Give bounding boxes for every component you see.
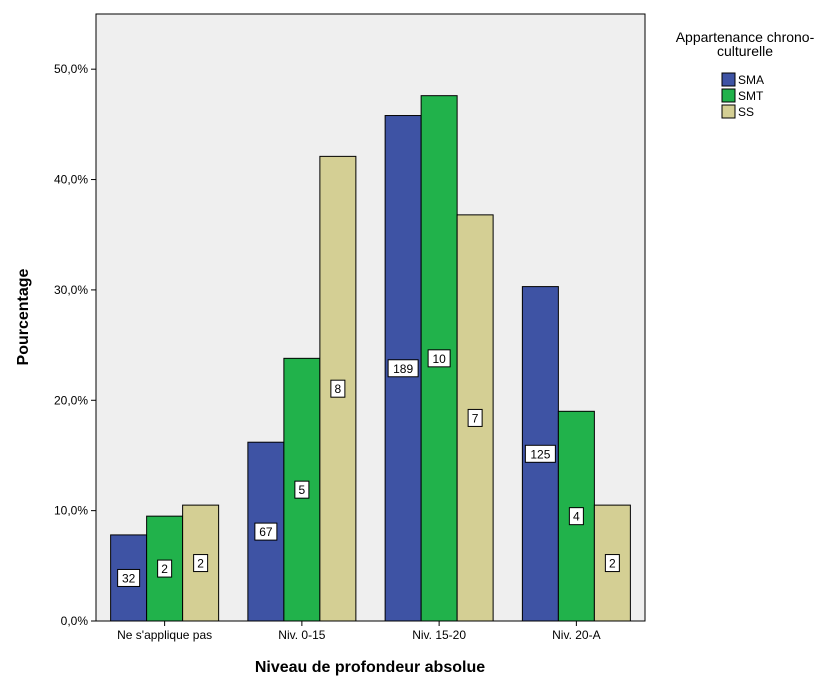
data-label: 8 (335, 382, 342, 396)
data-label: 5 (299, 483, 306, 497)
x-axis-title: Niveau de profondeur absolue (255, 659, 485, 676)
y-tick-label: 30,0% (54, 283, 88, 297)
x-tick-label: Niv. 0-15 (278, 628, 325, 642)
y-axis: 0,0% 10,0% 20,0% 30,0% 40,0% 50,0% (54, 62, 96, 628)
data-label: 7 (472, 411, 479, 425)
y-tick-label: 10,0% (54, 504, 88, 518)
data-label-box (157, 559, 173, 578)
data-label: 125 (530, 447, 550, 461)
data-label-box (524, 444, 556, 463)
data-label-box (193, 554, 209, 573)
data-label: 2 (161, 562, 168, 576)
data-label-box (568, 507, 584, 526)
bars: 32 2 2 67 5 8 189 10 7 125 4 2 (110, 95, 631, 622)
data-label-box (604, 554, 620, 573)
legend-swatch-ss (721, 104, 736, 119)
data-label: 2 (197, 557, 204, 571)
x-tick-label: Niv. 20-A (552, 628, 600, 642)
legend-label-sma: SMA (738, 73, 764, 87)
data-label-box (427, 349, 451, 368)
data-label-box (387, 359, 419, 378)
legend-swatch-smt (721, 88, 736, 103)
y-axis-title: Pourcentage (15, 268, 32, 365)
legend-title-line-2: culturelle (717, 43, 773, 59)
x-axis: Ne s'applique pas Niv. 0-15 Niv. 15-20 Niv.… (117, 621, 601, 642)
x-tick-label: Ne s'applique pas (117, 628, 212, 642)
data-label: 189 (393, 362, 413, 376)
legend: Appartenance chrono- culturelle SMA SMT SS (676, 29, 815, 119)
data-label: 4 (573, 510, 580, 524)
data-label-box (117, 568, 141, 587)
data-label: 2 (609, 557, 616, 571)
y-tick-label: 20,0% (54, 393, 88, 407)
data-label-box (467, 408, 483, 427)
legend-title-line-1: Appartenance chrono- (676, 29, 815, 45)
y-tick-label: 50,0% (54, 62, 88, 76)
y-tick-label: 40,0% (54, 173, 88, 187)
y-tick-label: 0,0% (61, 614, 89, 628)
legend-label-smt: SMT (738, 89, 764, 103)
legend-label-ss: SS (738, 105, 754, 119)
data-label-box (254, 522, 278, 541)
data-label-box (294, 480, 310, 499)
legend-swatch-sma (721, 72, 736, 87)
data-label: 10 (432, 352, 446, 366)
data-label-box (330, 379, 346, 398)
data-label: 67 (259, 525, 273, 539)
x-tick-label: Niv. 15-20 (412, 628, 466, 642)
data-label: 32 (122, 571, 136, 585)
